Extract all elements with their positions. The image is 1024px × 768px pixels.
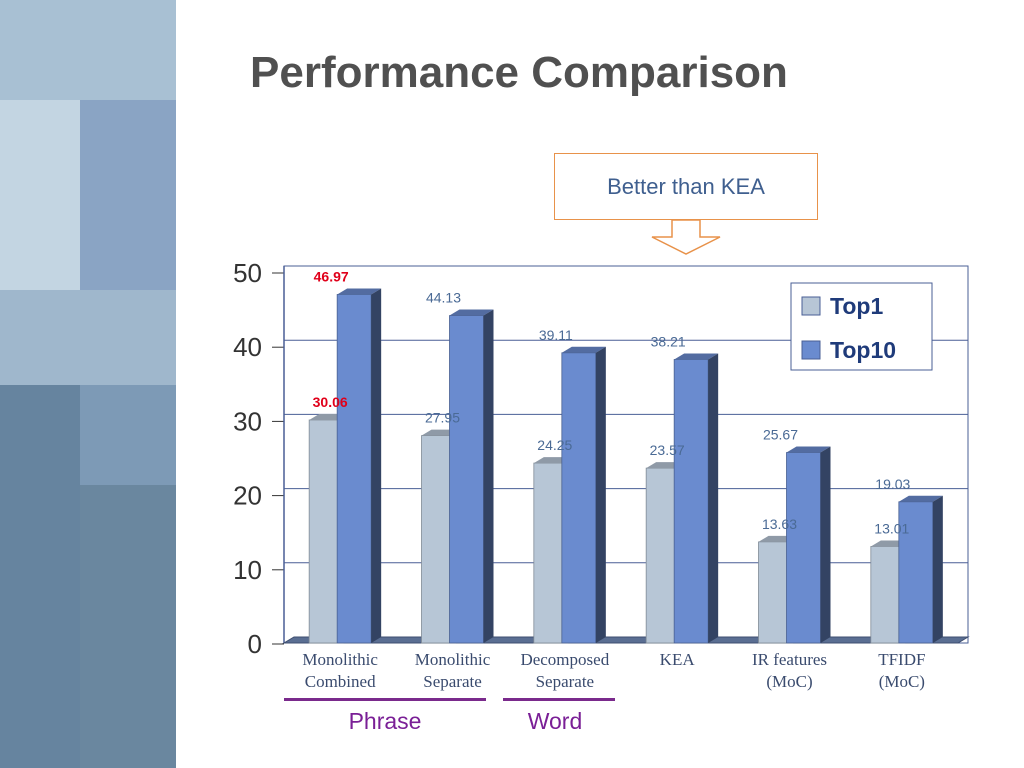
bar-top10-4: [673, 353, 719, 644]
slide-title: Performance Comparison: [250, 48, 788, 97]
value-label-top10-5: 25.67: [763, 427, 798, 443]
legend-swatch-top1: [801, 296, 821, 316]
y-tick-label: 50: [233, 258, 262, 288]
x-category-label: KEA: [659, 650, 695, 669]
x-category-label: TFIDF (MoC): [878, 650, 926, 691]
y-tick-label: 40: [233, 332, 262, 362]
value-label-top1-2: 27.95: [425, 410, 460, 426]
y-tick-label: 20: [233, 481, 262, 511]
value-label-top1-3: 24.25: [537, 437, 572, 453]
x-category-label: IR features (MoC): [751, 650, 828, 691]
value-label-top10-4: 38.21: [651, 333, 686, 349]
legend-swatch-top10: [801, 340, 821, 360]
group-line-phrase: [284, 698, 486, 701]
value-label-top1-4: 23.57: [650, 442, 685, 458]
x-category-label: Monolithic Combined: [302, 650, 378, 691]
callout-arrow-icon: [651, 219, 721, 255]
value-label-top1-5: 13.63: [762, 516, 797, 532]
group-label-phrase: Phrase: [348, 708, 422, 734]
callout-box: Better than KEA: [554, 153, 818, 220]
bar-top10-1: [336, 288, 382, 644]
group-label-word: Word: [527, 708, 583, 734]
value-label-top10-3: 39.11: [539, 327, 573, 343]
value-label-top1-6: 13.01: [874, 520, 909, 536]
x-category-label: Decomposed Separate: [520, 650, 610, 691]
bar-top10-6: [898, 495, 943, 644]
value-label-top1-1: 30.06: [313, 394, 348, 410]
bar-top10-2: [449, 309, 494, 644]
bar-top10-3: [561, 346, 606, 644]
value-label-top10-1: 46.97: [314, 268, 349, 284]
x-category-label: Monolithic Separate: [414, 650, 491, 691]
value-label-top10-2: 44.13: [426, 290, 461, 306]
group-line-word: [503, 698, 615, 701]
value-label-top10-6: 19.03: [875, 476, 910, 492]
legend-label-top1: Top1: [830, 293, 883, 319]
chart-floor: [282, 636, 970, 644]
legend: Top1 Top10: [790, 282, 933, 371]
y-tick-label: 10: [233, 555, 262, 585]
y-tick-label: 30: [233, 406, 262, 436]
y-tick-label: 0: [248, 629, 262, 659]
bar-top10-5: [786, 446, 831, 644]
legend-label-top10: Top10: [830, 337, 896, 363]
decorative-sidebar: [0, 0, 176, 768]
